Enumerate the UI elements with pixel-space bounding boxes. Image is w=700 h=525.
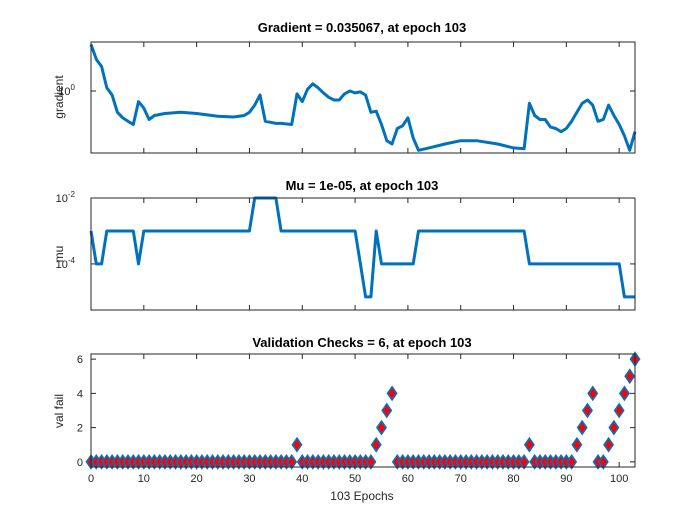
validation-point <box>603 436 615 453</box>
x-tick-label: 50 <box>349 473 361 485</box>
validation-title: Validation Checks = 6, at epoch 103 <box>252 335 471 350</box>
validation-point <box>365 453 377 470</box>
y-tick-label: 4 <box>77 388 83 400</box>
gradient-ytick-labels: 100 <box>58 83 75 98</box>
validation-point <box>597 453 609 470</box>
validation-point <box>576 419 588 436</box>
validation-point <box>571 436 583 453</box>
y-tick-label: 10-2 <box>56 190 76 205</box>
validation-point <box>386 385 398 402</box>
validation-point <box>587 385 599 402</box>
y-tick-label: 10-4 <box>56 256 76 271</box>
mu-title: Mu = 1e-05, at epoch 103 <box>286 178 439 193</box>
validation-point <box>608 419 620 436</box>
y-tick-label: 2 <box>77 423 83 435</box>
x-tick-label: 90 <box>560 473 572 485</box>
gradient-title: Gradient = 0.035067, at epoch 103 <box>258 20 466 35</box>
x-tick-label: 10 <box>138 473 150 485</box>
gradient-panel: Gradient = 0.035067, at epoch 103 gradie… <box>52 20 637 154</box>
validation-point <box>518 453 530 470</box>
y-tick-label: 0 <box>77 457 83 469</box>
validation-point <box>618 385 630 402</box>
validation-xtick-labels: 0 10 20 30 40 50 60 70 80 90 100 <box>88 473 628 485</box>
mu-series-line <box>89 196 635 299</box>
gradient-series-line <box>89 43 637 152</box>
validation-ytick-labels: 0 2 4 6 <box>77 354 83 469</box>
validation-point <box>376 419 387 436</box>
validation-point <box>286 453 298 470</box>
mu-ylabel: mu <box>52 246 66 263</box>
gradient-axes-box <box>90 41 636 154</box>
x-tick-label: 30 <box>243 473 255 485</box>
validation-point <box>291 436 303 453</box>
x-tick-label: 0 <box>88 473 94 485</box>
validation-point <box>613 402 625 419</box>
mu-axes-box <box>90 197 636 311</box>
validation-panel: Validation Checks = 6, at epoch 103 val … <box>52 335 641 503</box>
validation-ylabel: val fail <box>52 394 66 428</box>
x-tick-label: 60 <box>402 473 414 485</box>
validation-point <box>581 402 593 419</box>
x-tick-label: 100 <box>610 473 628 485</box>
gradient-ylabel: gradient <box>52 75 66 119</box>
mu-panel: Mu = 1e-05, at epoch 103 mu 10-2 10-4 <box>52 178 636 311</box>
validation-markers <box>85 351 641 470</box>
x-tick-label: 70 <box>455 473 467 485</box>
x-tick-label: 20 <box>191 473 203 485</box>
gradient-ticks <box>90 42 635 153</box>
validation-point <box>566 453 578 470</box>
x-tick-label: 40 <box>296 473 308 485</box>
validation-point <box>381 402 393 419</box>
validation-axes-box <box>90 353 636 468</box>
validation-point <box>523 436 535 453</box>
validation-point <box>624 368 636 385</box>
x-tick-label: 80 <box>507 473 519 485</box>
mu-ytick-labels: 10-2 10-4 <box>56 190 76 271</box>
validation-point <box>370 436 382 453</box>
validation-xlabel: 103 Epochs <box>330 489 393 503</box>
y-tick-label: 6 <box>77 354 83 366</box>
y-tick-label: 100 <box>58 83 75 98</box>
